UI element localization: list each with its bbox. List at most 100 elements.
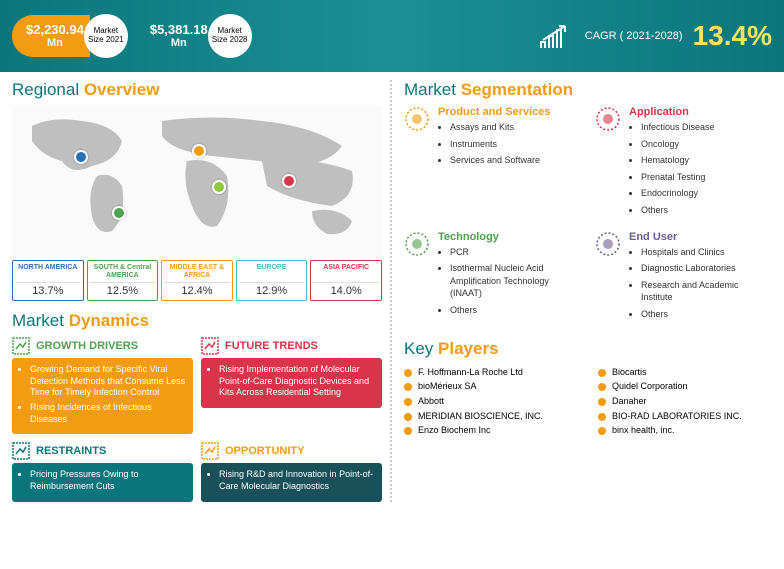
key-player-name: Danaher — [612, 396, 647, 408]
map-pin — [112, 206, 126, 220]
segmentation-icon — [404, 231, 430, 257]
segmentation-item: Assays and Kits — [450, 121, 551, 134]
region-pct: 12.9% — [239, 282, 305, 297]
dynamics-cell: RESTRAINTS Pricing Pressures Owing to Rei… — [12, 442, 193, 501]
world-map-svg — [12, 106, 382, 256]
segmentation-item: Isothermal Nucleic Acid Amplification Te… — [450, 262, 581, 300]
key-player-item: Danaher — [598, 396, 772, 408]
key-player-item: Quidel Corporation — [598, 381, 772, 393]
cagr-value: 13.4% — [693, 20, 772, 52]
segmentation-item: Hematology — [641, 154, 715, 167]
cagr-block: CAGR ( 2021-2028) 13.4% — [539, 20, 772, 52]
region-cagr-row: NORTH AMERICA 13.7% SOUTH & Central AMERIC… — [12, 260, 382, 301]
market-size-2028-pill: $5,381.18 Mn Market Size 2028 — [136, 14, 252, 58]
key-player-item: Abbott — [404, 396, 578, 408]
region-name: NORTH AMERICA — [15, 264, 81, 280]
segmentation-item: Hospitals and Clinics — [641, 246, 772, 259]
segmentation-item: Others — [641, 204, 715, 217]
key-player-item: MERIDIAN BIOSCIENCE, INC. — [404, 411, 578, 423]
pill-value-2028: $5,381.18 Mn — [136, 15, 214, 57]
segmentation-head: Application — [629, 106, 715, 118]
dynamics-head: OPPORTUNITY — [201, 442, 382, 460]
bullet-icon — [598, 383, 606, 391]
key-player-name: BIO-RAD LABORATORIES INC. — [612, 411, 742, 423]
key-player-item: F. Hoffmann-La Roche Ltd — [404, 367, 578, 379]
dynamics-body: Rising R&D and Innovation in Point-of-Ca… — [201, 463, 382, 501]
key-player-item: binx health, inc. — [598, 425, 772, 437]
key-player-name: MERIDIAN BIOSCIENCE, INC. — [418, 411, 543, 423]
region-box: MIDDLE EAST & AFRICA 12.4% — [161, 260, 233, 301]
segmentation-head: End User — [629, 231, 772, 243]
pill-label-2021: Market Size 2021 — [84, 14, 128, 58]
region-name: EUROPE — [239, 264, 305, 280]
dynamics-item: Rising Implementation of Molecular Point… — [219, 364, 376, 399]
pill-value-2021: $2,230.94 Mn — [12, 15, 90, 57]
key-player-name: F. Hoffmann-La Roche Ltd — [418, 367, 523, 379]
segmentation-item: Others — [641, 308, 772, 321]
world-map — [12, 106, 382, 256]
segmentation-item: Oncology — [641, 138, 715, 151]
region-pct: 13.7% — [15, 282, 81, 297]
key-player-name: Abbott — [418, 396, 444, 408]
region-box: EUROPE 12.9% — [236, 260, 308, 301]
key-players-title: Key Players — [404, 339, 772, 359]
dynamics-cell: GROWTH DRIVERSGrowing Demand for Specifi… — [12, 337, 193, 434]
segmentation-item: Endocrinology — [641, 187, 715, 200]
bullet-icon — [598, 369, 606, 377]
bullet-icon — [598, 398, 606, 406]
region-box: NORTH AMERICA 13.7% — [12, 260, 84, 301]
segmentation-item: Services and Software — [450, 154, 551, 167]
key-player-name: bioMérieux SA — [418, 381, 477, 393]
dynamics-item: Rising Incidences of Infectious Diseases — [30, 402, 187, 425]
map-pin — [212, 180, 226, 194]
region-pct: 12.5% — [90, 282, 156, 297]
region-name: MIDDLE EAST & AFRICA — [164, 264, 230, 280]
dynamics-cell: FUTURE TRENDSRising Implementation of Mo… — [201, 337, 382, 434]
dynamics-icon — [12, 337, 30, 355]
key-player-name: Quidel Corporation — [612, 381, 688, 393]
bullet-icon — [404, 398, 412, 406]
bullet-icon — [598, 427, 606, 435]
bullet-icon — [404, 427, 412, 435]
cagr-label: CAGR ( 2021-2028) — [585, 30, 683, 42]
segmentation-item: Infectious Disease — [641, 121, 715, 134]
market-segmentation-title: Market Segmentation — [404, 80, 772, 100]
dynamics-item: Rising R&D and Innovation in Point-of-Ca… — [219, 469, 376, 492]
key-player-item: Biocartis — [598, 367, 772, 379]
market-size-2021-pill: $2,230.94 Mn Market Size 2021 — [12, 14, 128, 58]
key-player-item: bioMérieux SA — [404, 381, 578, 393]
pill-label-2028: Market Size 2028 — [208, 14, 252, 58]
dynamics-icon — [201, 337, 219, 355]
segmentation-head: Technology — [438, 231, 581, 243]
key-player-name: Biocartis — [612, 367, 647, 379]
region-box: ASIA PACIFIC14.0% — [310, 260, 382, 301]
region-box: SOUTH & Central AMERICA12.5% — [87, 260, 159, 301]
dynamics-head: RESTRAINTS — [12, 442, 193, 460]
segmentation-cell: Technology PCR Isothermal Nucleic Acid Amp… — [404, 231, 581, 325]
segmentation-item: Diagnostic Laboratories — [641, 262, 772, 275]
segmentation-item: Instruments — [450, 138, 551, 151]
dynamics-body: Pricing Pressures Owing to Reimbursement… — [12, 463, 193, 501]
dynamics-item: Growing Demand for Specific Viral Detect… — [30, 364, 187, 399]
key-players-grid: F. Hoffmann-La Roche Ltd Biocartis bioMéri… — [404, 367, 772, 437]
segmentation-item: Research and Academic Institute — [641, 279, 772, 304]
segmentation-head: Product and Services — [438, 106, 551, 118]
segmentation-cell: End User Hospitals and Clinics Diagnostic … — [595, 231, 772, 325]
market-dynamics-title: Market Dynamics — [12, 311, 382, 331]
dynamics-grid: GROWTH DRIVERSGrowing Demand for Specifi… — [12, 337, 382, 502]
header-bar: $2,230.94 Mn Market Size 2021 $5,381.18 … — [0, 0, 784, 72]
dynamics-body: Rising Implementation of Molecular Point… — [201, 358, 382, 408]
region-pct: 12.4% — [164, 282, 230, 297]
segmentation-cell: Product and Services Assays and Kits Instr… — [404, 106, 581, 221]
segmentation-icon — [404, 106, 430, 132]
segmentation-item: PCR — [450, 246, 581, 259]
map-pin — [282, 174, 296, 188]
key-player-item: Enzo Biochem Inc — [404, 425, 578, 437]
segmentation-cell: Application Infectious Disease Oncology Hem… — [595, 106, 772, 221]
dynamics-icon — [201, 442, 219, 460]
bullet-icon — [598, 413, 606, 421]
regional-overview-title: Regional Overview — [12, 80, 382, 100]
dynamics-item: Pricing Pressures Owing to Reimbursement… — [30, 469, 187, 492]
segmentation-item: Others — [450, 304, 581, 317]
bullet-icon — [404, 413, 412, 421]
